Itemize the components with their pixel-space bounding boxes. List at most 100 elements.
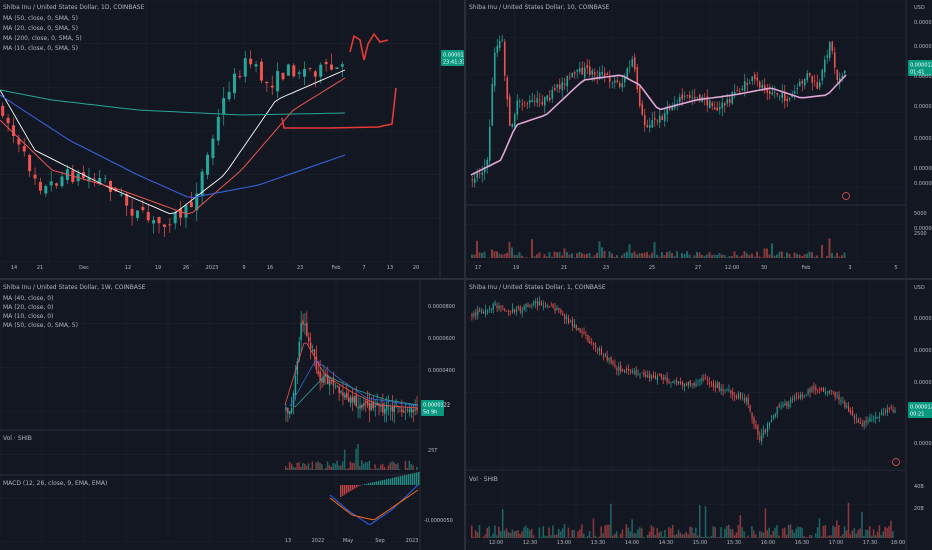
time-axis-label: 2022 [312,538,325,544]
1min-candle-body [629,369,631,371]
10min-candle-body [491,83,494,126]
10min-candle-body [751,76,754,82]
daily-candle-body [286,64,290,76]
1min-candle-body [643,371,645,376]
volume-bar [588,252,591,258]
volume-bar [338,465,340,470]
volume-bar [540,537,543,538]
indicator-legend: MA (200, close, 0, SMA, 5) [3,35,82,42]
10min-candle-body [823,59,826,73]
volume-bar [795,528,798,538]
volume-bar [668,527,670,538]
volume-bar [789,524,792,538]
weekly-candle-body [347,397,350,402]
volume-bar [496,251,498,258]
time-axis-label: 16 [267,265,273,271]
10min-candle-body [753,74,756,80]
volume-bar [683,254,686,258]
volume-bar [700,536,703,538]
1min-candle-body [809,389,811,393]
volume-bar [511,247,513,258]
pane-divider-vertical[interactable] [464,0,466,550]
1min-candle-body [612,361,614,365]
volume-bar [598,241,601,258]
daily-chart-canvas[interactable]: 0.000012223:41:33 Shiba Inu / United Stat… [0,0,464,278]
volume-bar [731,256,733,258]
volume-bar [743,251,746,258]
weekly-candle-body [410,407,413,413]
1min-candle-body [645,374,647,377]
volume-bar [326,461,329,470]
volume-bar [393,462,395,470]
10min-candle-body [603,73,606,76]
weekly-candle-body [366,400,369,406]
10min-candle-body [836,69,839,81]
10min-candle-body [606,73,609,76]
volume-bar [385,469,388,470]
volume-bar [616,255,618,258]
volume-bar [685,531,687,538]
10min-candle-body [778,95,781,97]
ma10-line [0,69,346,215]
volume-bar [658,532,660,538]
10min-candle-body [636,67,639,90]
1min-candle-body [562,314,564,316]
10min-candle-body [678,96,681,103]
volume-bar [768,254,771,258]
volume-bar [631,252,633,258]
chart-pane-weekly[interactable]: 0.0000122 5d 9h Shiba Inu / United States … [0,280,464,550]
10min-candle-body [496,45,499,53]
chart-pane-10min[interactable]: 0.000012201:41 Shiba Inu / United States … [466,0,932,278]
volume-bar [876,531,879,538]
volume-bar [828,535,830,538]
1min-candle-body [496,305,498,308]
weekly-candle-body [395,404,397,406]
chart-pane-daily[interactable]: 0.000012223:41:33 Shiba Inu / United Stat… [0,0,464,278]
daily-candle-body [270,85,274,88]
1min-candle-body [566,316,568,320]
volume-bar [710,536,713,538]
1min-candle-body [670,382,672,383]
volume-bar [673,535,676,538]
volume-bar [650,525,653,538]
volume-bar [746,253,748,258]
macd-histogram-bar [342,485,344,496]
volume-bar [801,256,803,258]
volume-bar [508,241,511,258]
time-axis-label: 12:30 [523,540,537,546]
10min-candle-body [493,52,496,87]
weekly-candle-body [357,407,359,409]
volume-bar [643,252,646,258]
10min-candle-body [798,81,801,87]
volume-bar [586,536,589,538]
macd-histogram-bar [360,485,362,486]
volume-bar [668,251,671,258]
volume-bar [498,253,501,258]
volume-bar [716,537,718,538]
volume-bar [573,529,575,538]
time-axis-label: 15:30 [727,540,741,546]
pane-title: Shiba Inu / United States Dollar, 1W, CO… [3,284,146,291]
volume-axis-label: 40B [914,484,924,490]
10min-candle-body [666,106,669,115]
10min-candle-body [481,172,484,175]
macd-histogram-bar [370,482,372,485]
time-axis-label: 21 [37,265,43,271]
volume-bar [888,526,890,538]
volume-bar [536,254,538,258]
ten-minute-chart-canvas[interactable]: 0.000012201:41 Shiba Inu / United States … [466,0,932,278]
volume-bar [498,526,500,538]
volume-bar [726,257,728,258]
pane-divider-horizontal[interactable] [0,278,932,280]
daily-candle-body [173,212,177,224]
moving-average-line [470,74,847,176]
chart-pane-1min[interactable]: 0.000012200:21 Shiba Inu / United States … [466,280,932,550]
volume-bar [809,535,811,538]
volume-bar [673,256,676,258]
10min-candle-body [713,107,716,110]
one-minute-chart-canvas[interactable]: 0.000012200:21 Shiba Inu / United States … [466,280,932,550]
volume-bar [669,528,672,538]
daily-candle-body [324,61,328,65]
